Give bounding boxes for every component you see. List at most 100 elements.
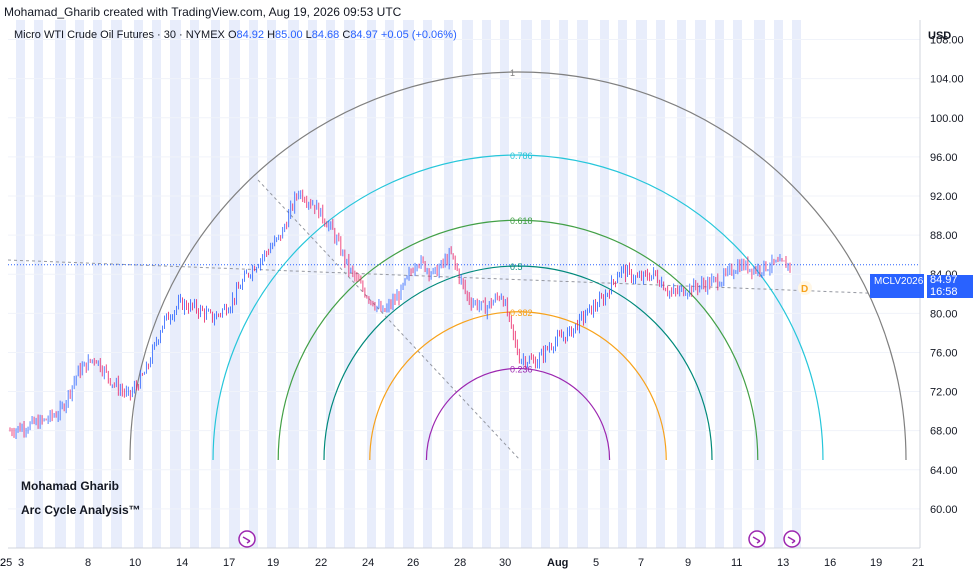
x-tick-label: 21 (912, 557, 924, 569)
fan-line (257, 179, 521, 461)
session-band (462, 20, 473, 548)
fib-arc-label: 0.5 (510, 262, 523, 272)
instrument-name: Micro WTI Crude Oil Futures · 30 · NYMEX (14, 29, 225, 41)
open-label: O (227, 29, 237, 41)
x-tick-label: 19 (870, 557, 882, 569)
marker-label: D (801, 284, 808, 295)
session-band (34, 20, 43, 548)
session-band (695, 20, 706, 548)
x-tick-label: 11 (731, 557, 742, 569)
session-band (111, 20, 122, 548)
fib-arc (212, 154, 824, 461)
x-tick-label: 30 (499, 557, 511, 569)
session-band (774, 20, 783, 548)
session-band (403, 20, 414, 548)
x-tick-label: 9 (685, 557, 691, 569)
candles (9, 189, 791, 440)
countdown-value: 16:58 (930, 285, 958, 298)
y-tick-label: 92.00 (930, 191, 958, 203)
y-tick-label: 60.00 (930, 504, 958, 516)
x-tick-label: 26 (407, 557, 419, 569)
symbol-tag: MCLV2026 (870, 274, 924, 298)
session-band (482, 20, 491, 548)
low-label: L (305, 29, 312, 41)
session-band (559, 20, 568, 548)
session-band (344, 20, 355, 548)
session-band (500, 20, 509, 548)
instrument-legend: Micro WTI Crude Oil Futures · 30 · NYMEX… (14, 29, 457, 41)
x-tick-label: 14 (176, 557, 188, 569)
marker-dot (798, 281, 812, 295)
session-band (249, 20, 258, 548)
x-tick-label: 8 (85, 557, 91, 569)
fib-arc (323, 265, 713, 461)
session-band (16, 20, 25, 548)
session-band (792, 20, 801, 548)
session-band (55, 20, 66, 548)
session-band (656, 20, 665, 548)
fib-arc-label: 0.786 (510, 151, 533, 161)
session-band (367, 20, 376, 548)
close-label: C (342, 29, 351, 41)
session-band (600, 20, 609, 548)
session-band (521, 20, 532, 548)
session-band (190, 20, 199, 548)
x-tick-label: 25 (0, 557, 12, 569)
session-band (152, 20, 161, 548)
event-icon (242, 536, 251, 544)
last-price-value: 84.97 (930, 274, 958, 286)
session-band (170, 20, 181, 548)
x-tick-label: 3 (18, 557, 24, 569)
tick-labels: 60.0064.0068.0072.0076.0080.0084.0088.00… (0, 35, 964, 569)
x-tick-label: 19 (267, 557, 279, 569)
x-tick-label: 24 (362, 557, 374, 569)
event-icon (752, 536, 761, 544)
fib-arc (277, 219, 759, 461)
session-band (423, 20, 432, 548)
y-tick-label: 104.00 (930, 74, 964, 86)
fib-arc-label: 0.618 (510, 216, 533, 226)
x-tick-label: Aug (547, 557, 568, 569)
x-tick-label: 22 (315, 557, 327, 569)
low-value: 84.68 (311, 29, 340, 41)
fib-arcs: 1 0.786 0.618 0.5 0.382 0.236 (129, 68, 907, 461)
session-band (541, 20, 550, 548)
y-tick-label: 68.00 (930, 426, 958, 438)
session-band (288, 20, 299, 548)
session-band (308, 20, 317, 548)
currency-label: USD (928, 30, 952, 42)
session-band (444, 20, 453, 548)
high-value: 85.00 (275, 29, 303, 41)
x-tick-label: 17 (223, 557, 235, 569)
close-value: 84.97 (350, 29, 378, 41)
session-band (75, 20, 84, 548)
session-band (636, 20, 647, 548)
y-tick-label: 108.00 (930, 35, 964, 47)
high-label: H (267, 29, 276, 41)
y-tick-label: 72.00 (930, 387, 958, 399)
session-band (577, 20, 588, 548)
y-tick-label: 64.00 (930, 465, 958, 477)
brand-name: Mohamad Gharib (21, 479, 120, 493)
session-band (754, 20, 765, 548)
session-bands (16, 20, 801, 548)
session-band (229, 20, 240, 548)
event-icon (787, 536, 796, 544)
trend-lines (7, 179, 920, 461)
y-tick-label: 76.00 (930, 347, 958, 359)
author-line: Mohamad_Gharib created with TradingView.… (4, 5, 402, 19)
brand-subtitle: Arc Cycle Analysis™ (21, 503, 141, 517)
symbol-tag-text: MCLV2026 (874, 276, 924, 287)
fib-arc-label: 1 (510, 68, 515, 78)
session-band (211, 20, 220, 548)
x-tick-label: 10 (129, 557, 141, 569)
y-tick-label: 96.00 (930, 152, 958, 164)
session-band (134, 20, 143, 548)
change-value: +0.05 (+0.06%) (380, 29, 457, 41)
open-value: 84.92 (236, 29, 265, 41)
session-band (267, 20, 276, 548)
x-tick-label: 7 (638, 557, 644, 569)
y-tick-label: 88.00 (930, 230, 958, 242)
